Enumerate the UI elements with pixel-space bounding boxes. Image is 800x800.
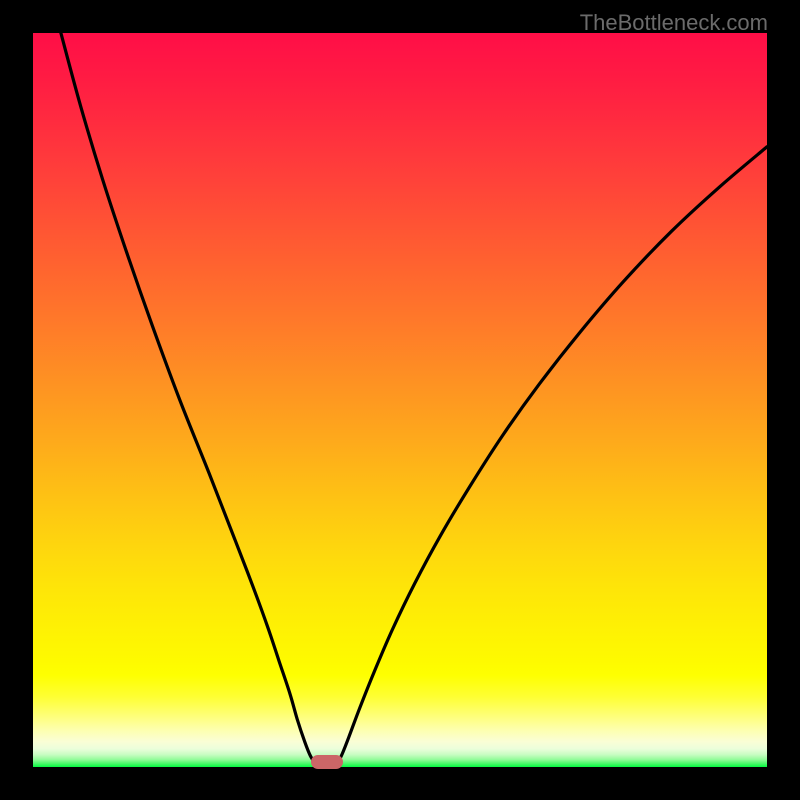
minimum-marker — [311, 755, 343, 769]
watermark-text: TheBottleneck.com — [580, 10, 768, 36]
plot-area — [33, 33, 767, 767]
chart-container: TheBottleneck.com — [0, 0, 800, 800]
